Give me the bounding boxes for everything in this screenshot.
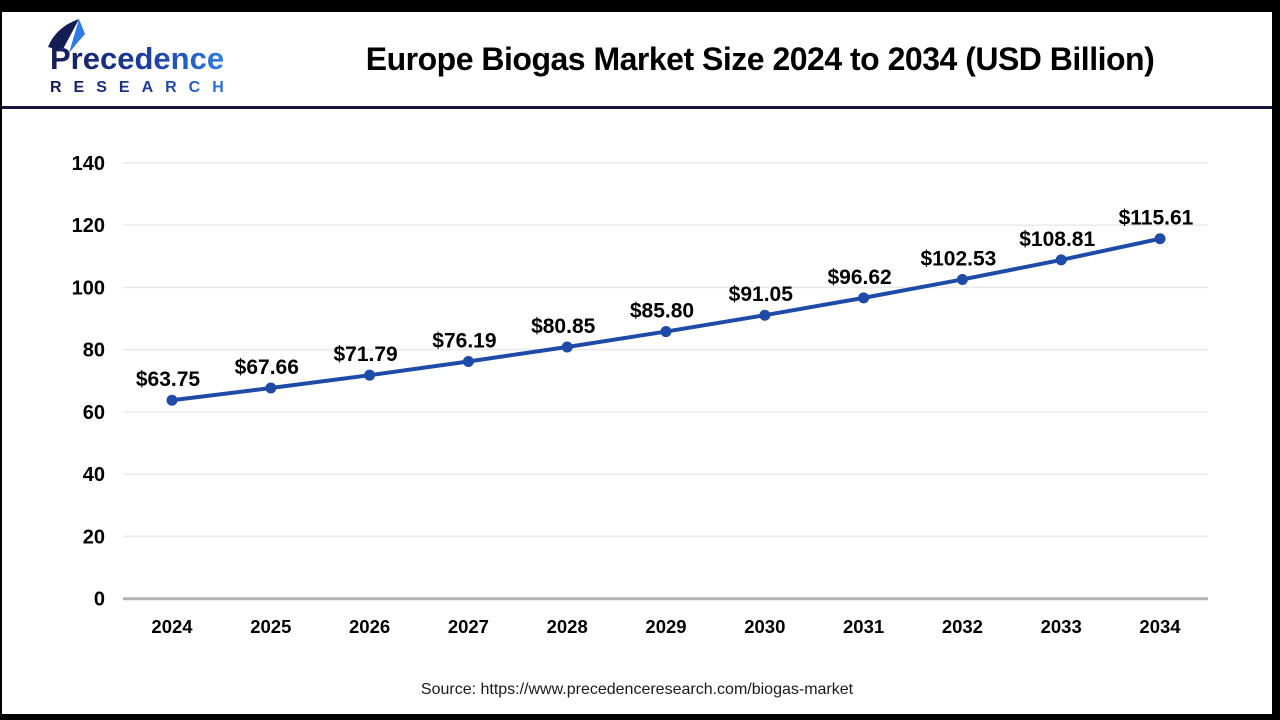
data-point-label: $108.81 xyxy=(1019,228,1095,251)
data-point-label: $80.85 xyxy=(531,315,596,338)
x-tick-label: 2025 xyxy=(250,616,291,637)
data-point xyxy=(1154,233,1166,245)
y-tick-label: 120 xyxy=(72,215,105,237)
y-tick-label: 20 xyxy=(83,526,105,548)
y-tick-label: 100 xyxy=(72,277,105,299)
data-point xyxy=(364,369,376,381)
x-tick-label: 2028 xyxy=(547,616,588,637)
x-tick-label: 2032 xyxy=(942,616,983,637)
logo-name: Precedence xyxy=(50,41,224,76)
data-point-label: $85.80 xyxy=(630,300,694,323)
data-point-label: $115.61 xyxy=(1119,207,1194,230)
logo-subtitle: RESEARCH xyxy=(50,79,236,96)
data-point-label: $102.53 xyxy=(920,247,996,270)
header: Precedence RESEARCH Europe Biogas Market… xyxy=(2,12,1272,106)
chart-title: Europe Biogas Market Size 2024 to 2034 (… xyxy=(365,40,1155,77)
data-point xyxy=(462,355,474,367)
data-point-label: $76.19 xyxy=(432,329,496,352)
data-point xyxy=(660,326,672,338)
x-tick-label: 2029 xyxy=(645,616,686,637)
x-tick-label: 2033 xyxy=(1041,616,1082,637)
y-tick-label: 0 xyxy=(94,589,105,611)
y-tick-label: 140 xyxy=(72,153,105,175)
data-point-label: $91.05 xyxy=(729,283,794,306)
x-tick-label: 2030 xyxy=(744,616,785,637)
data-point xyxy=(858,292,870,304)
data-point-label: $96.62 xyxy=(827,266,891,289)
y-tick-label: 60 xyxy=(83,402,105,424)
data-point xyxy=(956,273,968,285)
line-chart: 0 20 40 60 80 100 120 140 2024 2025 2026 2027 2028 20… xyxy=(72,153,1208,637)
x-tick-label: 2034 xyxy=(1139,616,1181,637)
data-point xyxy=(1055,254,1067,266)
data-point-label: $63.75 xyxy=(136,368,201,391)
logo: Precedence RESEARCH xyxy=(20,18,272,100)
data-point-label: $67.66 xyxy=(235,356,299,379)
data-point xyxy=(265,382,277,394)
header-divider xyxy=(2,106,1272,109)
data-point xyxy=(759,309,771,321)
data-point-label: $71.79 xyxy=(333,343,397,366)
source-text: Source: https://www.precedenceresearch.c… xyxy=(420,681,854,698)
data-point xyxy=(166,394,178,406)
x-tick-label: 2027 xyxy=(448,616,489,637)
sail-icon xyxy=(48,19,85,53)
precedence-research-logo: Precedence RESEARCH xyxy=(48,19,236,96)
x-tick-label: 2031 xyxy=(843,616,884,637)
data-point xyxy=(561,341,573,353)
x-tick-label: 2024 xyxy=(151,616,193,637)
y-tick-label: 40 xyxy=(83,464,105,486)
x-tick-label: 2026 xyxy=(349,616,390,637)
chart-area: 0 20 40 60 80 100 120 140 2024 2025 2026 2027 2028 20… xyxy=(2,109,1272,714)
y-tick-label: 80 xyxy=(83,340,105,362)
